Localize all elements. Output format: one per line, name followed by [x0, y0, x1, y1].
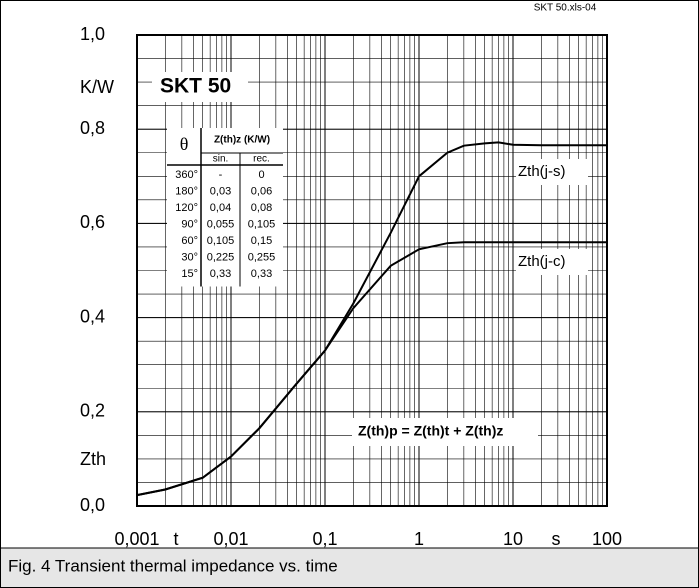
table-cell: 0,105	[248, 219, 276, 231]
table-cell: 0,255	[248, 252, 276, 264]
x-tick-label: 0,001	[114, 529, 159, 549]
table-cell: 60°	[181, 235, 198, 247]
annotation-bg	[352, 418, 538, 446]
table-cell: 15°	[181, 268, 198, 280]
y-tick-label: 0,6	[80, 212, 105, 232]
x-axis-unit: s	[552, 529, 561, 549]
y-axis-label: Zth	[80, 449, 106, 469]
title-bg	[152, 72, 248, 102]
plot-border	[136, 34, 608, 507]
y-axis-unit: K/W	[80, 77, 114, 97]
x-axis-label: t	[173, 529, 178, 549]
caption: Fig. 4 Transient thermal impedance vs. t…	[8, 556, 338, 575]
table-cell: 30°	[181, 252, 198, 264]
series-line	[136, 241, 607, 497]
table-cell: 180°	[175, 186, 198, 198]
x-tick-label: 100	[592, 529, 622, 549]
y-tick-label: 1,0	[80, 24, 105, 44]
table-cell: 0,06	[251, 186, 272, 198]
table-cell: 0,225	[207, 252, 235, 264]
y-tick-label: 0,0	[80, 495, 105, 515]
x-tick-label: 0,01	[213, 529, 248, 549]
table-cell: 0,055	[207, 219, 235, 231]
table-bg	[167, 128, 283, 287]
table-cell: 120°	[175, 202, 198, 214]
x-tick-label: 10	[503, 529, 523, 549]
chart-title: SKT 50	[160, 75, 231, 98]
table-subheader: rec.	[253, 154, 270, 165]
caption-bar	[1, 548, 698, 587]
series-label-bg	[516, 249, 588, 275]
x-tick-label: 1	[414, 529, 424, 549]
table-cell: 0,04	[210, 202, 231, 214]
table-header: Z(th)z (K/W)	[214, 135, 270, 146]
series-label: Zth(j-c)	[518, 253, 566, 270]
table-cell: 360°	[175, 169, 198, 181]
table-cell: 0,33	[210, 268, 231, 280]
table-cell: 90°	[181, 219, 198, 231]
table-cell: 0,08	[251, 202, 272, 214]
y-tick-label: 0,8	[80, 118, 105, 138]
y-tick-label: 0,4	[80, 306, 105, 326]
file-label: SKT 50.xls-04	[534, 3, 597, 14]
series-label: Zth(j-s)	[518, 163, 566, 180]
table-subheader: sin.	[213, 154, 229, 165]
series-label-bg	[516, 159, 588, 185]
annotation: Z(th)p = Z(th)t + Z(th)z	[358, 423, 503, 439]
table-cell: 0	[258, 169, 264, 181]
table-header: θ	[180, 134, 189, 154]
table-cell: 0,15	[251, 235, 272, 247]
y-tick-label: 0,2	[80, 401, 105, 421]
table-cell: 0,03	[210, 186, 231, 198]
table-cell: -	[219, 169, 223, 181]
x-tick-label: 0,1	[312, 529, 337, 549]
table-cell: 0,105	[207, 235, 235, 247]
table-cell: 0,33	[251, 268, 272, 280]
